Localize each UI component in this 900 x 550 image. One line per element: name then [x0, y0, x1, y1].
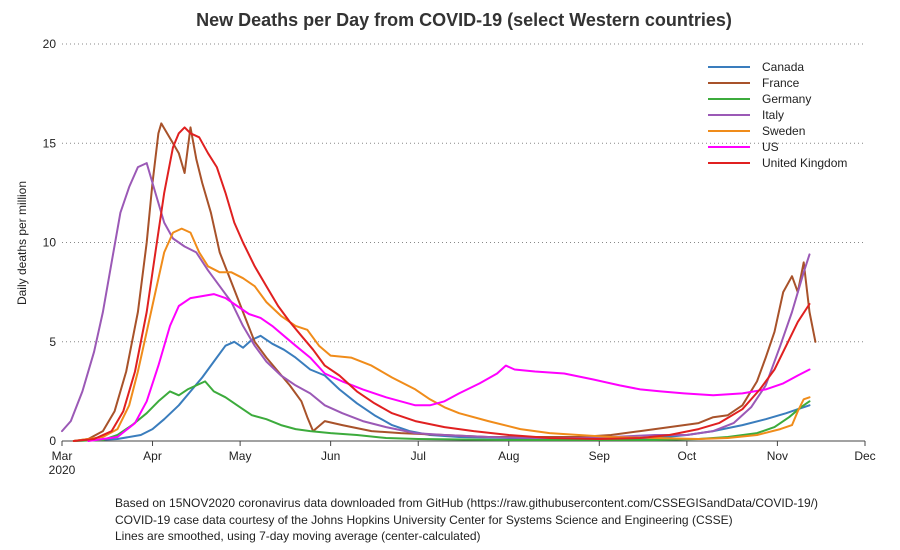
x-tick-label: Mar — [52, 449, 73, 463]
y-tick-label: 5 — [49, 335, 56, 349]
legend-label: France — [762, 76, 800, 90]
x-tick-label: Jul — [411, 449, 426, 463]
y-axis: 0 5 10 15 20 — [43, 37, 57, 448]
x-tick-label: Dec — [854, 449, 875, 463]
series-line-united-kingdom — [72, 126, 811, 442]
y-axis-label: Daily deaths per million — [15, 181, 29, 305]
legend-label: United Kingdom — [762, 156, 847, 170]
x-tick-label: Aug — [498, 449, 519, 463]
source-note-1: Based on 15NOV2020 coronavirus data down… — [115, 496, 819, 510]
x-tick-label: Nov — [767, 449, 788, 463]
series-line-canada — [72, 334, 811, 442]
y-tick-label: 15 — [43, 136, 57, 150]
series-line-us — [87, 293, 811, 442]
series-line-sweden — [72, 227, 811, 442]
legend-label: US — [762, 140, 779, 154]
x-tick-label: Apr — [143, 449, 162, 463]
legend-label: Italy — [762, 108, 784, 122]
series-line-germany — [72, 380, 811, 442]
y-tick-label: 0 — [49, 434, 56, 448]
x-tick-label: May — [229, 449, 252, 463]
source-note-3: Lines are smoothed, using 7-day moving a… — [115, 529, 481, 543]
legend-label: Canada — [762, 60, 804, 74]
series-lines — [61, 122, 817, 442]
legend: Canada France Germany Italy Sweden US United K… — [708, 60, 847, 170]
chart-title: New Deaths per Day from COVID-19 (select… — [196, 10, 732, 30]
legend-label: Germany — [762, 92, 811, 106]
x-tick-label: Jun — [321, 449, 340, 463]
x-tick-label: Sep — [589, 449, 611, 463]
series-line-france — [72, 122, 817, 442]
x-tick-label: Oct — [678, 449, 697, 463]
x-tick-sublabel: 2020 — [49, 463, 76, 477]
y-tick-label: 20 — [43, 37, 57, 51]
legend-label: Sweden — [762, 124, 805, 138]
source-notes: Based on 15NOV2020 coronavirus data down… — [115, 495, 818, 545]
gridlines — [62, 43, 865, 343]
source-note-2: COVID-19 case data courtesy of the Johns… — [115, 512, 733, 527]
series-line-italy — [61, 162, 811, 439]
y-tick-label: 10 — [43, 236, 57, 250]
